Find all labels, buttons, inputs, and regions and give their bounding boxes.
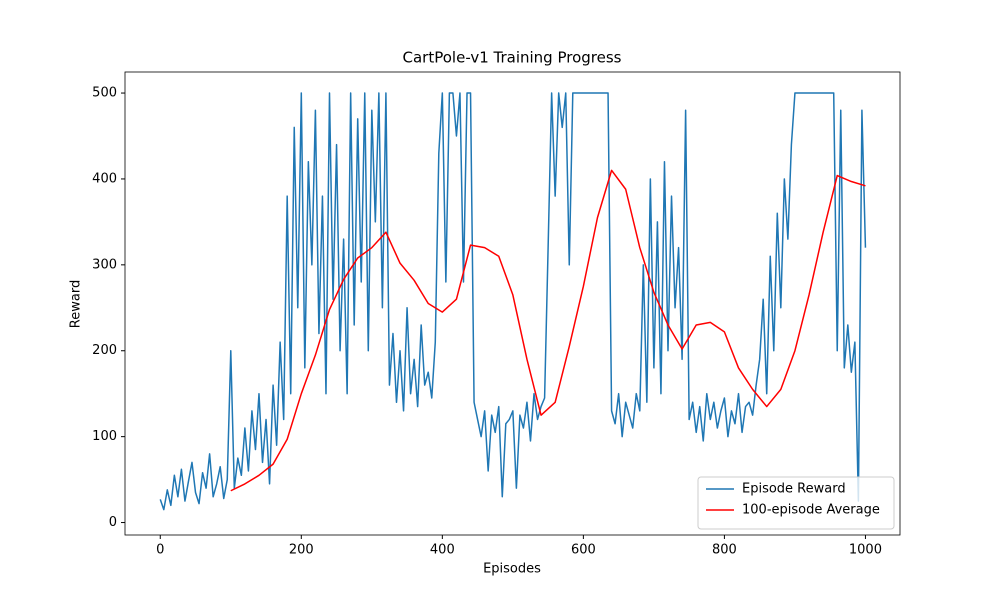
y-axis-label: Reward [69, 280, 84, 328]
x-axis-label: Episodes [483, 562, 541, 577]
series-line [159, 92, 867, 511]
x-tick-label: 200 [289, 543, 314, 558]
y-tick-label: 200 [92, 343, 117, 358]
chart-title: CartPole-v1 Training Progress [403, 49, 622, 67]
x-tick-label: 800 [712, 543, 737, 558]
y-tick-label: 100 [92, 429, 117, 444]
legend-label: Episode Reward [742, 482, 846, 497]
plot-frame [124, 71, 901, 536]
y-tick-label: 400 [92, 171, 117, 186]
x-tick-label: 0 [156, 543, 164, 558]
legend-label: 100-episode Average [742, 503, 880, 518]
y-tick-label: 300 [92, 257, 117, 272]
series-line [230, 169, 866, 492]
x-tick-label: 1000 [849, 543, 882, 558]
y-tick-label: 0 [109, 515, 117, 530]
legend-box [697, 476, 895, 530]
x-tick-label: 600 [571, 543, 596, 558]
x-tick-label: 400 [430, 543, 455, 558]
y-tick-label: 500 [92, 86, 117, 101]
